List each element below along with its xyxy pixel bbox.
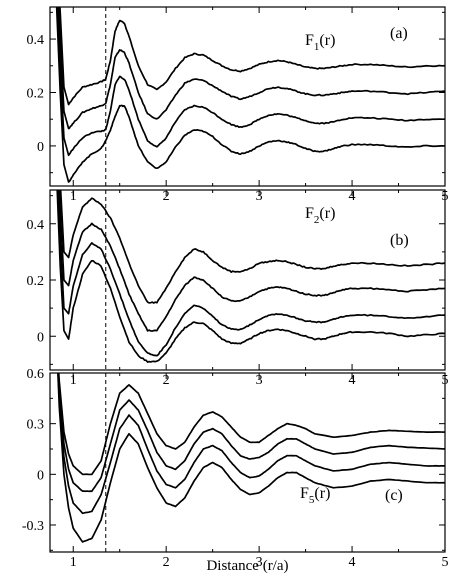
axes-frame [49,6,446,187]
series-line-1 [59,7,445,106]
y-tick-label: 0.2 [27,274,45,289]
y-tick-label: 0 [37,140,44,155]
series-line-1 [59,190,445,304]
series-line-2 [57,7,445,130]
x-tick-label: 3 [256,373,263,388]
series-line-2 [58,190,445,332]
x-tick-label: 1 [70,555,77,570]
series-line-2 [57,373,445,493]
function-label: F5(r) [300,485,330,506]
series-line-3 [57,373,445,515]
panel-tag: (c) [385,487,403,504]
y-tick-label: 0.4 [27,218,45,233]
series-line-4 [55,7,445,183]
panel-b: 1 2 3 4 500.20.4F2(r)(b) [27,189,449,388]
function-label: F1(r) [305,32,335,53]
x-tick-label: 3 [256,555,263,570]
panel-c: 1 2 3 4 5 -0.3 0 0.3 0.6 F5(r) (c) Distance (r/a) [22,367,449,574]
y-tick-label: 0 [37,330,44,345]
x-tick-label: 4 [349,555,356,570]
series-line-3 [57,190,445,357]
series-line-4 [56,190,445,363]
series-line-1 [57,373,445,476]
x-tick-label: 1 [70,373,77,388]
y-tick-label: 0.2 [27,86,45,101]
panel-a: 1 2 3 4 500.20.4 F1(r) (a) [27,6,449,204]
x-tick-label: 1 [70,189,77,204]
x-tick-label: 2 [163,555,170,570]
y-tick-label: 0.3 [27,418,45,433]
x-axis-label: Distance (r/a) [206,558,288,574]
panel-tag: (a) [390,25,408,42]
x-tick-label: 4 [349,373,356,388]
y-tick-label: -0.3 [22,519,44,534]
axes-frame [49,372,446,553]
series-line-3 [56,7,445,157]
x-tick-label: 3 [256,189,263,204]
x-tick-label: 4 [349,189,356,204]
panel-tag: (b) [390,232,409,249]
function-label: F2(r) [305,205,335,226]
y-tick-label: 0.6 [27,367,45,382]
x-tick-label: 2 [163,189,170,204]
x-tick-label: 2 [163,373,170,388]
y-tick-label: 0.4 [27,33,45,48]
y-tick-label: 0 [37,468,44,483]
x-tick-label: 5 [442,555,449,570]
series-line-4 [57,373,445,543]
